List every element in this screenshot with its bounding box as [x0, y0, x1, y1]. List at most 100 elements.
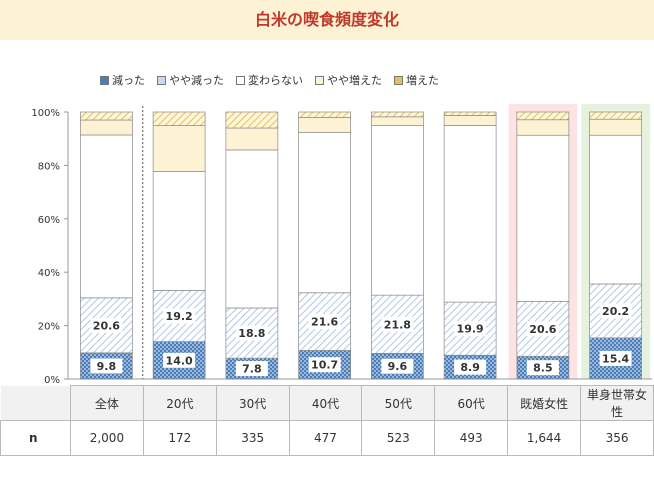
- data-label-bg-reduced-6: [526, 360, 559, 376]
- legend-item-slightly_increased: やや増えた: [315, 72, 382, 88]
- category-label-6: 既婚女性: [507, 385, 582, 421]
- y-tick-label: 0%: [44, 375, 60, 385]
- data-label-bg-reduced-2: [235, 361, 268, 377]
- data-label-bg-reduced-5: [454, 359, 487, 375]
- category-label-4: 50代: [361, 385, 436, 421]
- data-label-reduced-2: 7.8: [242, 363, 262, 376]
- data-label-slightly_reduced-1: 19.2: [166, 310, 193, 323]
- legend-label-reduced: 減った: [112, 74, 145, 87]
- stacked-bar-chart: 0% 20% 40% 60% 80% 100% 9.8 20.6 14.0 19.2 7.8 18.…: [31, 104, 652, 385]
- legend-label-unchanged: 変わらない: [248, 74, 303, 87]
- data-label-bg-slightly_reduced-0: [90, 317, 123, 333]
- data-label-slightly_reduced-3: 21.6: [311, 316, 338, 329]
- legend-swatch-unchanged: [236, 75, 245, 85]
- bar-unchanged-6: [516, 134, 570, 302]
- data-label-reduced-6: 8.5: [533, 362, 553, 375]
- y-tick-label: 80%: [38, 161, 60, 172]
- bar-increased-4: [371, 111, 424, 118]
- data-label-slightly_reduced-2: 18.8: [238, 327, 265, 340]
- category-label-7: 単身世帯女性: [580, 385, 654, 421]
- bar-slightly_increased-6: [516, 119, 570, 136]
- legend-swatch-slightly_increased: [315, 75, 324, 85]
- legend: 減った やや減った 変わらない やや増えた 増えた: [100, 72, 439, 88]
- bar-increased-5: [443, 111, 497, 116]
- legend-item-unchanged: 変わらない: [236, 72, 303, 88]
- data-label-bg-slightly_reduced-6: [526, 321, 559, 337]
- data-label-bg-reduced-4: [381, 358, 414, 374]
- legend-label-slightly_reduced: やや減った: [169, 74, 224, 87]
- bar-unchanged-4: [371, 125, 424, 296]
- legend-label-slightly_increased: やや増えた: [327, 74, 382, 87]
- bar-unchanged-7: [589, 134, 642, 285]
- legend-swatch-reduced: [100, 75, 109, 85]
- data-label-slightly_reduced-0: 20.6: [93, 319, 120, 332]
- data-label-bg-reduced-3: [308, 357, 341, 373]
- y-tick-label: 40%: [38, 268, 60, 279]
- bar-slightly_increased-0: [80, 119, 133, 136]
- category-label-0: 全体: [69, 385, 144, 421]
- n-value-6: 1,644: [507, 420, 582, 456]
- category-label-3: 40代: [288, 385, 363, 421]
- bar-unchanged-5: [443, 124, 497, 303]
- bar-increased-2: [225, 111, 279, 129]
- data-label-slightly_reduced-7: 20.2: [602, 305, 629, 318]
- category-label-1: 20代: [142, 385, 217, 421]
- data-label-reduced-1: 14.0: [166, 354, 193, 367]
- bar-unchanged-0: [80, 134, 133, 299]
- data-label-bg-reduced-0: [90, 358, 123, 374]
- n-value-0: 2,000: [69, 420, 144, 456]
- bar-unchanged-1: [152, 171, 206, 291]
- data-label-reduced-3: 10.7: [311, 359, 338, 372]
- legend-label-increased: 増えた: [406, 74, 439, 87]
- data-label-bg-slightly_reduced-5: [454, 321, 487, 337]
- legend-swatch-slightly_reduced: [157, 75, 166, 85]
- legend-item-reduced: 減った: [100, 72, 145, 88]
- legend-item-increased: 増えた: [394, 72, 439, 88]
- bar-slightly_increased-2: [225, 127, 279, 151]
- data-label-bg-reduced-7: [599, 350, 632, 366]
- data-label-slightly_reduced-6: 20.6: [529, 323, 556, 336]
- legend-item-slightly_reduced: やや減った: [157, 72, 224, 88]
- data-label-slightly_reduced-5: 19.9: [457, 323, 484, 336]
- n-label: n: [0, 420, 71, 456]
- bar-increased-3: [298, 111, 351, 118]
- data-label-reduced-0: 9.8: [97, 360, 117, 373]
- bar-unchanged-2: [225, 149, 279, 309]
- y-tick-label: 60%: [38, 215, 60, 226]
- data-label-bg-slightly_reduced-3: [308, 314, 341, 330]
- bar-increased-1: [152, 111, 206, 126]
- category-label-2: 30代: [215, 385, 290, 421]
- n-value-4: 523: [361, 420, 436, 456]
- n-row: n 2,000 172 335 477 523 493 1,644 356: [0, 420, 654, 456]
- data-label-bg-slightly_reduced-7: [599, 303, 632, 319]
- bar-increased-7: [589, 111, 642, 120]
- category-header-row: 全体 20代 30代 40代 50代 60代 既婚女性 単身世帯女性: [0, 385, 654, 421]
- data-label-bg-slightly_reduced-4: [381, 316, 414, 332]
- page-title: 白米の喫食頻度変化: [254, 10, 399, 29]
- data-label-bg-slightly_reduced-2: [235, 325, 268, 341]
- bar-increased-0: [80, 111, 133, 121]
- y-tick-label: 20%: [38, 322, 60, 333]
- data-label-reduced-7: 15.4: [602, 352, 629, 365]
- n-value-1: 172: [142, 420, 217, 456]
- bar-reduced-3: [298, 350, 351, 380]
- data-label-reduced-4: 9.6: [388, 360, 408, 373]
- data-label-bg-slightly_reduced-1: [163, 308, 196, 324]
- bar-unchanged-3: [298, 132, 351, 294]
- data-label-bg-reduced-1: [163, 352, 196, 368]
- bar-slightly_increased-5: [443, 115, 497, 126]
- n-value-3: 477: [288, 420, 363, 456]
- bar-slightly_increased-4: [371, 116, 424, 126]
- legend-swatch-increased: [394, 75, 403, 85]
- sample-size-table: 全体 20代 30代 40代 50代 60代 既婚女性 単身世帯女性 n 2,000 172 33…: [0, 385, 654, 456]
- bar-slightly_increased-7: [589, 118, 642, 136]
- category-label-5: 60代: [434, 385, 509, 421]
- bar-increased-6: [516, 111, 570, 121]
- bar-slightly_increased-3: [298, 116, 351, 133]
- data-label-slightly_reduced-4: 21.8: [384, 318, 411, 331]
- y-tick-label: 100%: [31, 108, 60, 119]
- title-bar: [0, 0, 654, 40]
- n-value-2: 335: [215, 420, 290, 456]
- n-value-7: 356: [580, 420, 654, 456]
- bar-slightly_increased-1: [152, 125, 206, 172]
